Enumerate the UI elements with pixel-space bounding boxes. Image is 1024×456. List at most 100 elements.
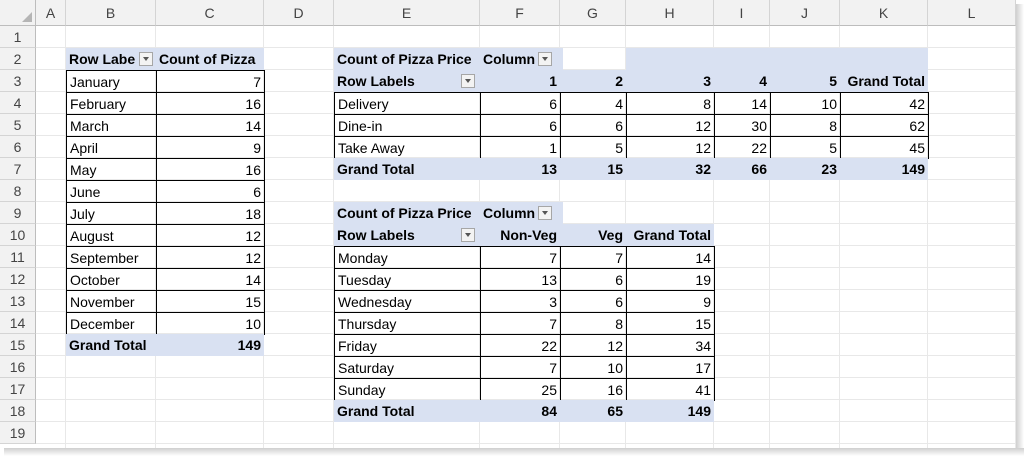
pivot1-row-value[interactable]: 12 — [156, 224, 265, 247]
pivot2-row-labels-header[interactable]: Row Labels — [334, 70, 480, 92]
pivot3-row-label[interactable]: Sunday — [334, 378, 481, 401]
pivot3-cell-value[interactable]: 13 — [480, 268, 561, 291]
pivot1-row-value[interactable]: 14 — [156, 268, 265, 291]
pivot3-row-filter-dropdown-icon[interactable] — [461, 228, 475, 242]
pivot3-value-header[interactable]: Count of Pizza Price — [334, 202, 480, 224]
pivot2-header-fill[interactable] — [560, 48, 563, 70]
pivot2-cell-value[interactable]: 12 — [626, 114, 715, 137]
pivot3-column-header[interactable]: Non-Veg — [480, 224, 560, 246]
pivot1-row-label[interactable]: December — [66, 312, 157, 335]
pivot2-row-label[interactable]: Delivery — [334, 92, 481, 115]
pivot2-cell-value[interactable]: 6 — [480, 114, 561, 137]
pivot3-column-filter-dropdown-icon[interactable] — [538, 206, 552, 220]
row-header-10[interactable]: 10 — [0, 224, 36, 246]
pivot1-row-value[interactable]: 16 — [156, 92, 265, 115]
pivot2-header-fill[interactable] — [840, 48, 928, 70]
pivot2-grand-total-total[interactable]: 149 — [840, 158, 928, 180]
row-header-5[interactable]: 5 — [0, 114, 36, 136]
row-header-3[interactable]: 3 — [0, 70, 36, 92]
pivot3-row-label[interactable]: Tuesday — [334, 268, 481, 291]
pivot2-row-total[interactable]: 42 — [840, 92, 929, 115]
pivot1-row-value[interactable]: 7 — [156, 70, 265, 93]
pivot3-row-label[interactable]: Thursday — [334, 312, 481, 335]
pivot1-row-label[interactable]: April — [66, 136, 157, 159]
pivot3-row-labels-header[interactable]: Row Labels — [334, 224, 480, 246]
row-header-12[interactable]: 12 — [0, 268, 36, 290]
pivot2-cell-value[interactable]: 8 — [770, 114, 841, 137]
pivot1-row-value[interactable]: 12 — [156, 246, 265, 269]
pivot2-cell-value[interactable]: 8 — [626, 92, 715, 115]
pivot2-cell-value[interactable]: 6 — [480, 92, 561, 115]
pivot3-cell-value[interactable]: 22 — [480, 334, 561, 357]
column-header-F[interactable]: F — [480, 0, 560, 26]
column-header-G[interactable]: G — [560, 0, 626, 26]
pivot1-row-label[interactable]: September — [66, 246, 157, 269]
pivot3-row-total[interactable]: 34 — [626, 334, 715, 357]
pivot3-row-total[interactable]: 41 — [626, 378, 715, 401]
pivot2-cell-value[interactable]: 6 — [560, 114, 627, 137]
row-header-11[interactable]: 11 — [0, 246, 36, 268]
row-header-8[interactable]: 8 — [0, 180, 36, 202]
pivot2-column-header[interactable]: 3 — [626, 70, 714, 92]
pivot2-column-header[interactable]: 1 — [480, 70, 560, 92]
pivot3-row-label[interactable]: Saturday — [334, 356, 481, 379]
pivot1-row-value[interactable]: 10 — [156, 312, 265, 335]
pivot2-grand-total-label[interactable]: Grand Total — [334, 158, 480, 180]
column-header-J[interactable]: J — [770, 0, 840, 26]
pivot2-grand-total-value[interactable]: 23 — [770, 158, 840, 180]
pivot3-row-total[interactable]: 17 — [626, 356, 715, 379]
pivot2-column-filter-dropdown-icon[interactable] — [538, 52, 552, 66]
pivot3-cell-value[interactable]: 8 — [560, 312, 627, 335]
column-header-E[interactable]: E — [334, 0, 480, 26]
row-header-18[interactable]: 18 — [0, 400, 36, 422]
pivot1-row-labels-header[interactable]: Row Labe — [66, 48, 156, 70]
pivot1-filter-dropdown-icon[interactable] — [139, 52, 153, 66]
pivot2-cell-value[interactable]: 30 — [714, 114, 771, 137]
pivot3-row-total[interactable]: 9 — [626, 290, 715, 313]
pivot1-row-label[interactable]: March — [66, 114, 157, 137]
pivot2-cell-value[interactable]: 1 — [480, 136, 561, 159]
row-header-13[interactable]: 13 — [0, 290, 36, 312]
pivot1-grand-total-value[interactable]: 149 — [156, 334, 264, 356]
pivot2-grand-total-header[interactable]: Grand Total — [840, 70, 928, 92]
pivot1-row-value[interactable]: 16 — [156, 158, 265, 181]
pivot2-header-fill[interactable] — [714, 48, 770, 70]
pivot1-value-header[interactable]: Count of Pizza — [156, 48, 264, 70]
pivot3-row-label[interactable]: Wednesday — [334, 290, 481, 313]
pivot3-cell-value[interactable]: 10 — [560, 356, 627, 379]
row-header-19[interactable]: 19 — [0, 422, 36, 444]
pivot2-cell-value[interactable]: 14 — [714, 92, 771, 115]
column-header-D[interactable]: D — [264, 0, 334, 26]
pivot3-row-total[interactable]: 19 — [626, 268, 715, 291]
pivot3-cell-value[interactable]: 7 — [480, 246, 561, 269]
select-all-corner[interactable] — [0, 0, 36, 26]
pivot3-cell-value[interactable]: 3 — [480, 290, 561, 313]
row-header-1[interactable]: 1 — [0, 26, 36, 48]
pivot2-grand-total-value[interactable]: 13 — [480, 158, 560, 180]
column-header-L[interactable]: L — [928, 0, 1016, 26]
row-header-6[interactable]: 6 — [0, 136, 36, 158]
pivot2-cell-value[interactable]: 22 — [714, 136, 771, 159]
pivot1-row-value[interactable]: 14 — [156, 114, 265, 137]
pivot1-row-value[interactable]: 15 — [156, 290, 265, 313]
pivot2-column-header[interactable]: 4 — [714, 70, 770, 92]
pivot2-header-fill[interactable] — [626, 48, 714, 70]
row-header-16[interactable]: 16 — [0, 356, 36, 378]
pivot2-grand-total-value[interactable]: 66 — [714, 158, 770, 180]
pivot3-cell-value[interactable]: 6 — [560, 268, 627, 291]
pivot1-row-label[interactable]: August — [66, 224, 157, 247]
pivot1-row-value[interactable]: 6 — [156, 180, 265, 203]
pivot1-row-label[interactable]: October — [66, 268, 157, 291]
pivot2-cell-value[interactable]: 4 — [560, 92, 627, 115]
pivot2-row-total[interactable]: 45 — [840, 136, 929, 159]
pivot2-row-total[interactable]: 62 — [840, 114, 929, 137]
pivot1-row-label[interactable]: November — [66, 290, 157, 313]
pivot2-cell-value[interactable]: 10 — [770, 92, 841, 115]
column-header-B[interactable]: B — [66, 0, 156, 26]
pivot3-column-header[interactable]: Veg — [560, 224, 626, 246]
pivot2-value-header[interactable]: Count of Pizza Price — [334, 48, 480, 70]
pivot3-row-total[interactable]: 14 — [626, 246, 715, 269]
pivot3-cell-value[interactable]: 6 — [560, 290, 627, 313]
pivot2-cell-value[interactable]: 5 — [560, 136, 627, 159]
